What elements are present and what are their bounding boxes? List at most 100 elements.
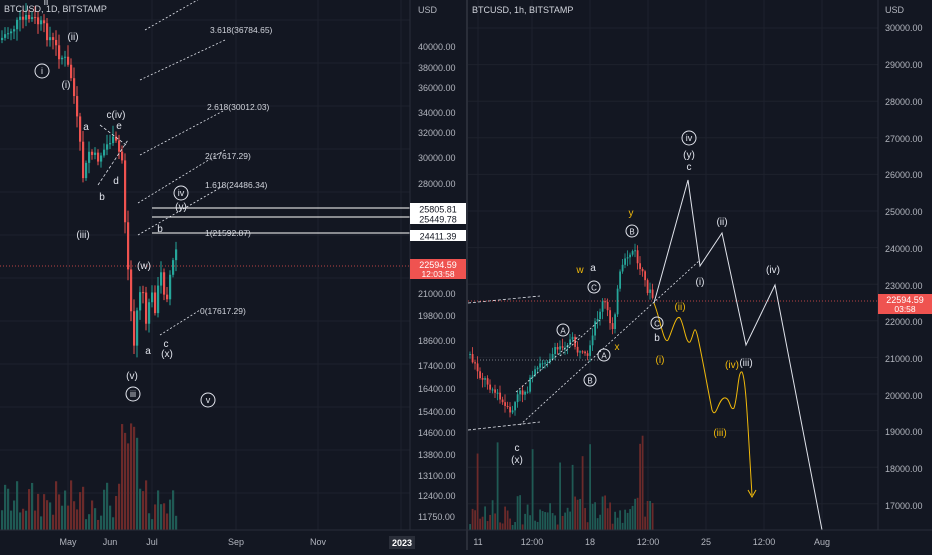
left-y-tick: 30000.00 — [418, 153, 456, 163]
candle — [61, 57, 64, 60]
volume-bar — [526, 504, 529, 530]
volume-bar — [609, 502, 611, 530]
candle — [534, 369, 536, 376]
fib-projection-line — [137, 149, 226, 204]
volume-bar — [551, 513, 554, 530]
wave-label: a — [590, 263, 596, 274]
candle — [551, 354, 554, 360]
left-x-tick: Nov — [310, 537, 327, 547]
projected-wave-path — [653, 179, 823, 531]
candle — [82, 141, 85, 179]
volume-bar — [145, 480, 148, 530]
wave-badge — [587, 280, 601, 294]
candle — [634, 250, 636, 252]
fib-level-label: 3.618(36784.65) — [210, 25, 273, 35]
candle — [521, 390, 524, 395]
left-y-tick: 38000.00 — [418, 63, 456, 73]
volume-bar — [136, 437, 139, 530]
volume-bar — [636, 497, 639, 530]
volume-bar — [544, 512, 546, 530]
volume-bar — [524, 513, 526, 530]
wave-label: (y) — [175, 202, 187, 213]
volume-bar — [481, 516, 484, 530]
candle — [609, 310, 611, 324]
left-y-tick: 13100.00 — [418, 471, 456, 481]
volume-bar — [37, 493, 40, 530]
candle — [70, 64, 73, 79]
candle — [529, 377, 531, 392]
wave-label: (iii) — [76, 230, 89, 241]
candle — [16, 19, 19, 30]
volume-bar — [16, 481, 19, 530]
right-x-tick: 12:00 — [753, 537, 776, 547]
level-tag-text: 25805.81 — [419, 205, 457, 215]
candle — [124, 160, 127, 223]
wave-label-circle — [200, 392, 216, 408]
candle — [514, 402, 516, 411]
candle — [91, 151, 94, 155]
volume-bar — [629, 509, 631, 530]
candle — [606, 301, 609, 311]
volume-bar — [494, 513, 496, 530]
volume-bar — [28, 489, 31, 530]
volume-bar — [172, 490, 175, 530]
fib-level-label: 0(17617.29) — [200, 306, 246, 316]
wave-label: (iii) — [713, 428, 726, 439]
volume-bar — [55, 481, 58, 530]
level-tag — [410, 213, 466, 224]
candle — [49, 37, 52, 41]
volume-bar — [91, 500, 94, 530]
candle — [166, 294, 169, 300]
wave-label: (iv) — [725, 360, 739, 371]
candle — [509, 406, 511, 413]
right-x-tick: 25 — [701, 537, 711, 547]
wave-label: (ii) — [674, 302, 685, 313]
candle — [22, 16, 25, 20]
candle — [148, 302, 151, 324]
wave-label: (x) — [161, 349, 173, 360]
wave-badge — [597, 348, 611, 362]
candle — [85, 162, 88, 179]
left-x-tick: May — [59, 537, 77, 547]
volume-bar — [121, 424, 124, 530]
right-y-tick: 26000.00 — [885, 170, 923, 180]
volume-bar — [148, 513, 151, 530]
candle — [584, 351, 586, 354]
wave-badge-text: B — [587, 377, 592, 386]
wave-badge-text: A — [560, 327, 566, 336]
wave-badge-text: A — [601, 352, 607, 361]
left-y-tick: 40000.00 — [418, 42, 456, 52]
volume-bar — [561, 515, 564, 530]
volume-bar — [601, 496, 604, 530]
candle — [474, 362, 476, 364]
candle — [601, 301, 604, 312]
volume-bar — [546, 512, 549, 530]
fib-projection-line — [137, 184, 226, 236]
wave-trendline — [97, 139, 129, 186]
fib-level-label: 1(21592.87) — [205, 228, 251, 238]
candle — [115, 136, 118, 141]
volume-bar — [471, 508, 474, 530]
candle — [55, 39, 58, 46]
right-y-tick: 24000.00 — [885, 244, 923, 254]
wave-label: i — [41, 66, 43, 76]
candle — [479, 371, 481, 379]
candle — [651, 289, 654, 298]
wave-label: iv — [178, 188, 185, 198]
volume-bar — [591, 503, 594, 530]
volume-bar — [124, 432, 127, 530]
volume-bar — [529, 515, 531, 530]
volume-bar — [85, 519, 88, 530]
candle — [554, 347, 556, 355]
candle — [619, 271, 621, 289]
candle — [13, 29, 16, 32]
volume-bar — [581, 456, 584, 530]
volume-bar — [489, 514, 491, 530]
level-tag — [410, 203, 466, 214]
volume-bar — [511, 524, 514, 530]
wave-label: c(iv) — [107, 110, 126, 121]
volume-bar — [559, 462, 561, 530]
fib-level-label: 2.618(30012.03) — [207, 102, 270, 112]
